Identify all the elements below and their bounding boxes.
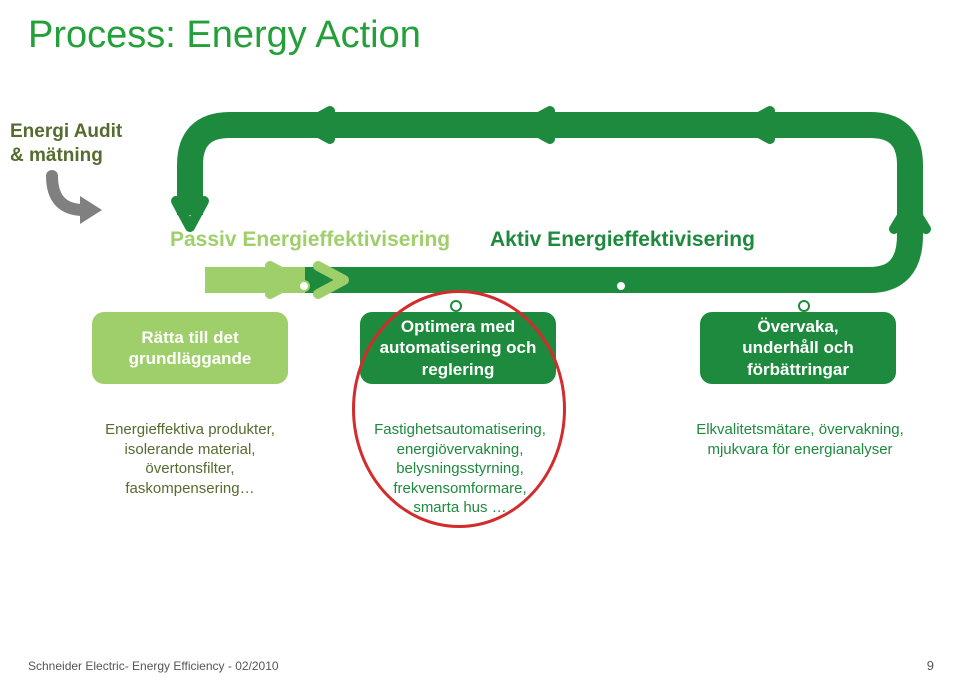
slide-title: Process: Energy Action bbox=[28, 14, 421, 57]
desc-line: övertonsfilter, bbox=[80, 459, 300, 479]
audit-label: Energi Audit & mätning bbox=[10, 120, 122, 168]
step-label-passive: Passiv Energieffektivisering bbox=[170, 228, 450, 252]
curved-arrow-icon bbox=[36, 170, 106, 230]
desc-line: Energieffektiva produkter, bbox=[80, 420, 300, 440]
box-line: underhåll och bbox=[714, 337, 882, 358]
node-dot bbox=[615, 280, 627, 292]
audit-line1: Energi Audit bbox=[10, 120, 122, 144]
desc-monitor: Elkvalitetsmätare, övervakning,mjukvara … bbox=[682, 420, 918, 459]
step-labels: Passiv Energieffektivisering Aktiv Energ… bbox=[0, 228, 960, 268]
box-fix-basics: Rätta till detgrundläggande bbox=[92, 312, 288, 384]
desc-line: isolerande material, bbox=[80, 440, 300, 460]
loop-diagram bbox=[150, 105, 950, 315]
desc-line: faskompensering… bbox=[80, 479, 300, 499]
box-line: Rätta till det bbox=[106, 327, 274, 348]
node-dot bbox=[798, 300, 810, 312]
footer-text: Schneider Electric- Energy Efficiency - … bbox=[28, 659, 279, 673]
step-label-active: Aktiv Energieffektivisering bbox=[490, 228, 755, 252]
page-number: 9 bbox=[927, 658, 934, 673]
box-monitor: Övervaka,underhåll ochförbättringar bbox=[700, 312, 896, 384]
desc-fix-basics: Energieffektiva produkter,isolerande mat… bbox=[80, 420, 300, 498]
box-line: Övervaka, bbox=[714, 316, 882, 337]
node-dot bbox=[298, 280, 310, 292]
box-line: grundläggande bbox=[106, 348, 274, 369]
desc-line: Elkvalitetsmätare, övervakning, bbox=[682, 420, 918, 440]
highlight-circle bbox=[352, 290, 566, 528]
box-line: förbättringar bbox=[714, 359, 882, 380]
audit-line2: & mätning bbox=[10, 144, 122, 168]
desc-line: mjukvara för energianalyser bbox=[682, 440, 918, 460]
